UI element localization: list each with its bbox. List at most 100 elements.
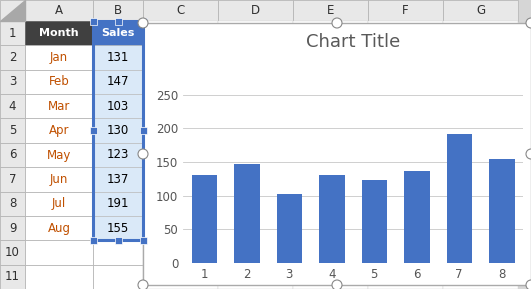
Bar	[25, 70, 93, 94]
Bar	[218, 216, 293, 240]
Bar	[443, 94, 518, 118]
Text: Month: Month	[39, 28, 79, 38]
Bar	[140, 18, 147, 25]
Bar	[192, 175, 217, 263]
Text: 4: 4	[8, 100, 16, 113]
Bar	[368, 45, 443, 70]
Text: 123: 123	[107, 149, 129, 162]
Bar	[443, 45, 518, 70]
Text: Feb: Feb	[49, 75, 70, 88]
Text: Apr: Apr	[49, 124, 69, 137]
Bar	[293, 21, 368, 45]
Bar	[93, 192, 143, 216]
Bar	[293, 70, 368, 94]
Bar	[93, 94, 143, 118]
Bar	[25, 0, 93, 21]
Bar	[443, 192, 518, 216]
Bar	[368, 70, 443, 94]
Text: 5: 5	[9, 124, 16, 137]
Bar	[368, 94, 443, 118]
Bar	[404, 171, 430, 263]
Bar	[443, 216, 518, 240]
Bar	[93, 0, 143, 21]
Bar	[368, 21, 443, 45]
Bar	[0, 0, 25, 21]
Bar	[25, 143, 93, 167]
Bar	[143, 265, 218, 289]
Text: 6: 6	[8, 149, 16, 162]
Bar	[143, 23, 531, 285]
Bar	[90, 18, 97, 25]
Bar	[447, 134, 472, 263]
Text: Sales: Sales	[101, 28, 135, 38]
Bar	[25, 192, 93, 216]
Text: F: F	[402, 4, 409, 17]
Text: Jun: Jun	[50, 173, 68, 186]
Bar	[489, 159, 515, 263]
Text: 3: 3	[9, 75, 16, 88]
Text: 9: 9	[8, 222, 16, 235]
Bar	[293, 216, 368, 240]
Bar	[93, 70, 143, 94]
Text: 8: 8	[9, 197, 16, 210]
Bar	[368, 167, 443, 192]
Bar	[0, 192, 25, 216]
Bar	[143, 240, 218, 265]
Bar	[93, 167, 143, 192]
Bar	[293, 143, 368, 167]
Bar	[443, 167, 518, 192]
Bar	[0, 167, 25, 192]
Bar	[293, 192, 368, 216]
Bar	[90, 237, 97, 244]
Bar	[218, 265, 293, 289]
Bar	[443, 143, 518, 167]
Bar	[25, 265, 93, 289]
Bar	[218, 94, 293, 118]
Bar	[293, 94, 368, 118]
Text: 11: 11	[5, 270, 20, 283]
Bar	[93, 240, 143, 265]
Text: Jul: Jul	[52, 197, 66, 210]
Bar	[319, 175, 345, 263]
Bar	[218, 167, 293, 192]
Text: E: E	[327, 4, 334, 17]
Text: 130: 130	[107, 124, 129, 137]
Bar	[443, 0, 518, 21]
Bar	[218, 192, 293, 216]
Circle shape	[138, 280, 148, 289]
Bar	[0, 118, 25, 143]
Bar	[443, 265, 518, 289]
Bar	[368, 118, 443, 143]
Bar	[443, 21, 518, 45]
Bar	[25, 118, 93, 143]
Text: Aug: Aug	[47, 222, 71, 235]
Bar	[218, 118, 293, 143]
Text: 2: 2	[8, 51, 16, 64]
Bar	[368, 0, 443, 21]
Bar	[143, 45, 218, 70]
Bar	[143, 167, 218, 192]
Bar	[293, 240, 368, 265]
Bar	[277, 194, 302, 263]
Bar	[293, 118, 368, 143]
Circle shape	[332, 280, 342, 289]
Bar	[218, 21, 293, 45]
Bar	[143, 118, 218, 143]
Bar	[443, 70, 518, 94]
Text: 1: 1	[8, 27, 16, 40]
Bar	[0, 94, 25, 118]
Bar	[25, 94, 93, 118]
Text: G: G	[476, 4, 485, 17]
Text: C: C	[176, 4, 185, 17]
Text: 147: 147	[107, 75, 129, 88]
Text: Chart Title: Chart Title	[306, 33, 400, 51]
Bar	[143, 94, 218, 118]
Circle shape	[138, 149, 148, 159]
Bar	[143, 143, 218, 167]
Bar	[293, 45, 368, 70]
Bar	[218, 70, 293, 94]
Bar	[443, 240, 518, 265]
Text: 103: 103	[107, 100, 129, 113]
Bar	[25, 167, 93, 192]
Bar	[0, 70, 25, 94]
